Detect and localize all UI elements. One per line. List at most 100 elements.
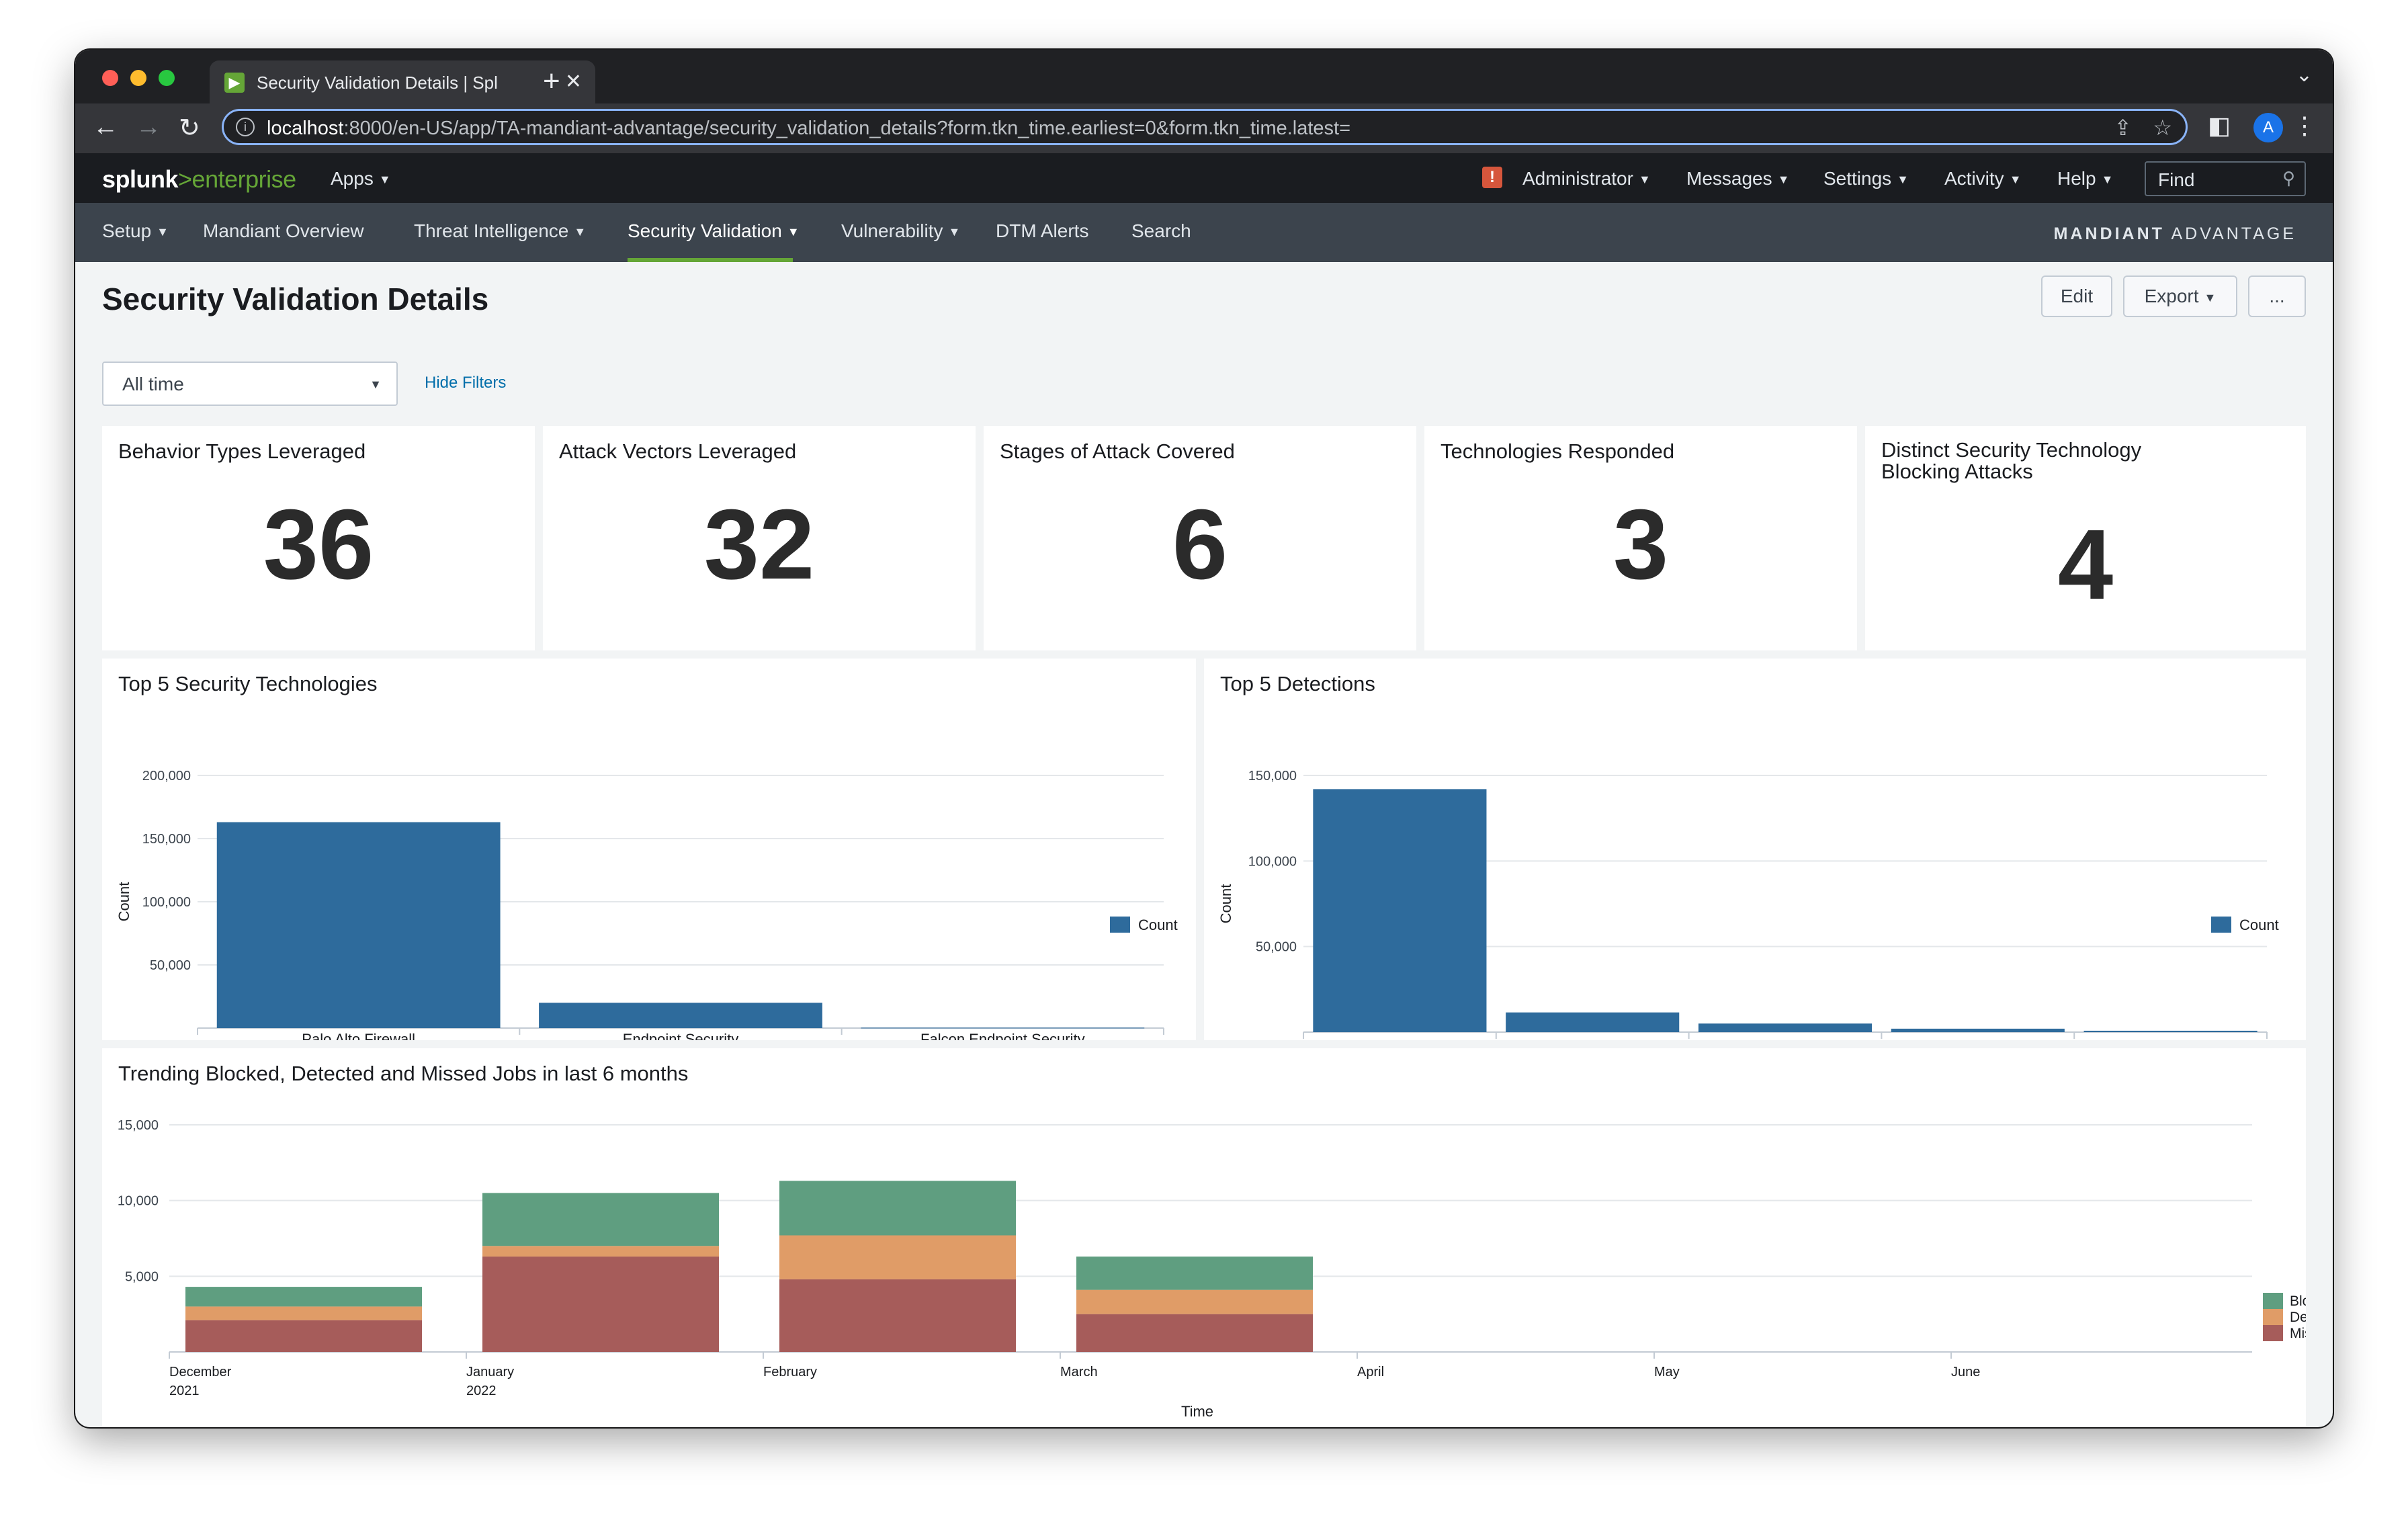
- panel-title: Stages of Attack Covered: [1000, 439, 1235, 463]
- nav-security-validation[interactable]: Security Validation ▼: [628, 220, 800, 241]
- profile-avatar[interactable]: A: [2253, 113, 2283, 142]
- share-icon[interactable]: ⇪: [2114, 116, 2132, 140]
- close-window-icon[interactable]: [102, 70, 118, 86]
- legend-swatch: [2211, 917, 2231, 933]
- export-button[interactable]: Export ▼: [2123, 275, 2237, 317]
- splunk-favicon-icon: ▶: [224, 73, 245, 93]
- alert-icon[interactable]: !: [1482, 167, 1502, 188]
- legend-swatch: [2263, 1293, 2283, 1309]
- find-input[interactable]: Find ⚲: [2145, 161, 2306, 196]
- stacked-bar-segment: [1076, 1257, 1313, 1290]
- single-value-panel: Stages of Attack Covered 6: [984, 426, 1416, 650]
- stacked-bar-segment: [482, 1193, 719, 1246]
- browser-menu-icon[interactable]: ⋮: [2292, 112, 2317, 139]
- chart-panel-trending-jobs: Trending Blocked, Detected and Missed Jo…: [102, 1048, 2306, 1427]
- app-nav-bar: Setup ▼ Mandiant Overview Threat Intellig…: [75, 203, 2333, 262]
- caret-down-icon: ▼: [787, 225, 800, 239]
- more-actions-button[interactable]: ...: [2248, 275, 2306, 317]
- legend-label: Missed: [2290, 1326, 2306, 1341]
- nav-mandiant-overview[interactable]: Mandiant Overview: [203, 220, 364, 241]
- splunk-header: splunk>enterprise Apps ▼ ! Administrator ▼…: [75, 153, 2333, 203]
- nav-vulnerability[interactable]: Vulnerability ▼: [841, 220, 961, 241]
- caret-down-icon: ▼: [1777, 173, 1790, 187]
- nav-search[interactable]: Search: [1131, 220, 1191, 241]
- panel-title: Technologies Responded: [1440, 439, 1675, 463]
- browser-window: ▶ Security Validation Details | Spl ✕ + …: [75, 50, 2333, 1427]
- caret-down-icon: ▼: [574, 225, 587, 239]
- chart-panel-top-detections: Top 5 Detections 50,000 100,000 150,000 Act…: [1204, 659, 2306, 1040]
- single-value-panel: Attack Vectors Leveraged 32: [543, 426, 976, 650]
- site-info-icon[interactable]: i: [236, 118, 255, 136]
- chart-panel-top-technologies: Top 5 Security Technologies 50,000 100,00…: [102, 659, 1196, 1040]
- active-nav-underline: [628, 258, 793, 262]
- caret-down-icon: ▼: [948, 225, 961, 239]
- x-tick-label: Falcon Endpoint Security: [920, 1031, 1085, 1040]
- apps-menu[interactable]: Apps ▼: [331, 168, 391, 189]
- panel-title: Behavior Types Leveraged: [118, 439, 366, 463]
- nav-setup[interactable]: Setup ▼: [102, 220, 169, 241]
- administrator-menu[interactable]: Administrator ▼: [1522, 168, 1651, 189]
- settings-menu[interactable]: Settings ▼: [1823, 168, 1909, 189]
- x-tick-label: Palo Alto Firewall: [302, 1031, 415, 1040]
- y-tick-label: 100,000: [1248, 854, 1297, 869]
- y-axis-title: Count: [1217, 884, 1234, 924]
- x-tick-label: Action: allow, ...llow All (traffic): [1516, 1038, 1669, 1040]
- search-icon: ⚲: [2282, 168, 2295, 188]
- splunk-logo[interactable]: splunk>enterprise: [102, 165, 296, 193]
- x-tick-label: Endpoint Security: [623, 1031, 738, 1040]
- x-tick-label-year: 2022: [466, 1384, 497, 1398]
- bar: [1891, 1028, 2065, 1032]
- caret-down-icon: ▼: [2204, 290, 2217, 304]
- caret-down-icon: ▼: [378, 173, 391, 187]
- messages-menu[interactable]: Messages ▼: [1686, 168, 1790, 189]
- y-tick-label: 5,000: [125, 1269, 159, 1284]
- x-tick-label: ELF File (52175) (threat): [1723, 1038, 1848, 1040]
- caret-down-icon: ▼: [2009, 173, 2022, 187]
- bar: [1506, 1012, 1680, 1032]
- stacked-bar-segment: [185, 1287, 422, 1307]
- stacked-bar-segment: [185, 1306, 422, 1320]
- single-value-panel: Technologies Responded 3: [1424, 426, 1857, 650]
- y-axis-title: Count: [116, 882, 132, 922]
- activity-menu[interactable]: Activity ▼: [1944, 168, 2022, 189]
- single-value: 32: [703, 489, 815, 600]
- stacked-bar-segment: [779, 1235, 1016, 1279]
- minimize-window-icon[interactable]: [130, 70, 146, 86]
- browser-toolbar: ← → ↻ i localhost:8000/en-US/app/TA-mand…: [75, 103, 2333, 153]
- nav-dtm-alerts[interactable]: DTM Alerts: [996, 220, 1089, 241]
- bar: [2083, 1030, 2258, 1032]
- x-axis-title: Time: [1181, 1403, 1213, 1420]
- forward-arrow-icon[interactable]: →: [136, 113, 161, 141]
- stacked-bar-segment: [779, 1279, 1016, 1352]
- legend-label: Count: [2239, 917, 2279, 933]
- reload-icon[interactable]: ↻: [179, 114, 200, 142]
- hide-filters-link[interactable]: Hide Filters: [425, 374, 507, 392]
- bar: [216, 822, 501, 1028]
- maximize-window-icon[interactable]: [159, 70, 175, 86]
- back-arrow-icon[interactable]: ←: [93, 113, 118, 141]
- tab-close-icon[interactable]: ✕: [564, 71, 582, 93]
- bar: [1698, 1023, 1873, 1032]
- y-tick-label: 50,000: [150, 958, 191, 973]
- tab-search-chevron-icon[interactable]: ⌄: [2295, 64, 2313, 86]
- panel-title: Trending Blocked, Detected and Missed Jo…: [118, 1062, 689, 1085]
- time-range-value: All time: [122, 374, 184, 394]
- legend-swatch: [2263, 1325, 2283, 1341]
- nav-threat-intelligence[interactable]: Threat Intelligence ▼: [414, 220, 587, 241]
- side-panel-icon[interactable]: ◧: [2207, 112, 2231, 139]
- bookmark-star-icon[interactable]: ☆: [2153, 116, 2172, 140]
- new-tab-icon[interactable]: +: [543, 65, 560, 97]
- edit-button[interactable]: Edit: [2041, 275, 2112, 317]
- help-menu[interactable]: Help ▼: [2057, 168, 2114, 189]
- legend-label: Detected: [2290, 1310, 2306, 1325]
- address-bar[interactable]: i localhost:8000/en-US/app/TA-mandiant-a…: [222, 109, 2188, 145]
- x-tick-label: April: [1357, 1365, 1384, 1380]
- browser-tab[interactable]: ▶ Security Validation Details | Spl ✕: [210, 60, 595, 103]
- caret-down-icon: ▼: [1638, 173, 1651, 187]
- y-tick-label: 100,000: [142, 895, 191, 910]
- bar: [861, 1027, 1145, 1029]
- x-tick-label: May: [1654, 1365, 1680, 1380]
- legend-label: Blocked: [2290, 1293, 2306, 1309]
- browser-tab-strip: ▶ Security Validation Details | Spl ✕ + …: [75, 50, 2333, 103]
- time-range-picker[interactable]: All time ▼: [102, 362, 398, 406]
